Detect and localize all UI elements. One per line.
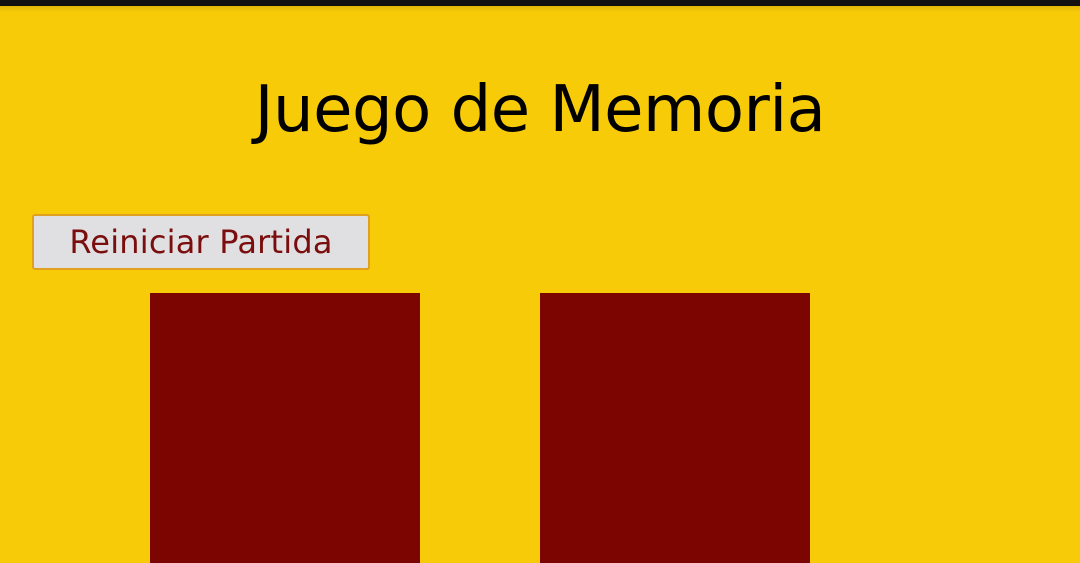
reset-game-button[interactable]: Reiniciar Partida [32, 214, 370, 270]
memory-card[interactable] [150, 293, 420, 563]
top-bar-shadow [0, 6, 1080, 12]
memory-card[interactable] [540, 293, 810, 563]
page-title: Juego de Memoria [254, 73, 826, 147]
top-bar [0, 0, 1080, 6]
